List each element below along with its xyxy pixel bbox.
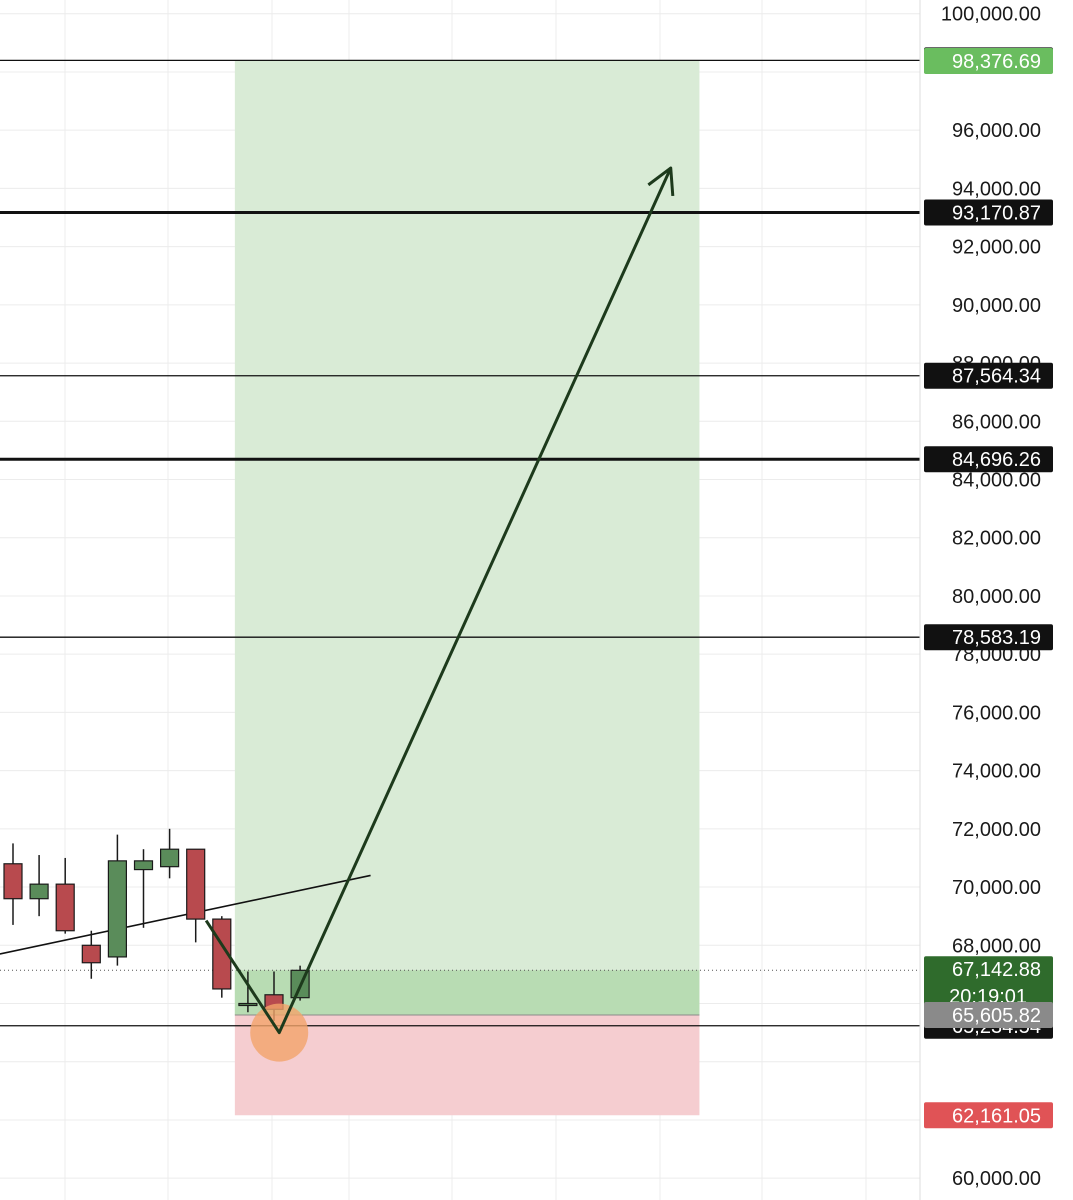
price-axis-tick-label: 84,000.00 <box>952 470 1041 492</box>
price-tags: 98,396.8793,170.8787,564.3484,696.2678,5… <box>924 47 1053 1129</box>
bull-candle <box>160 848 180 868</box>
long-position-zones[interactable] <box>234 60 700 1116</box>
arrow-head <box>647 166 675 197</box>
level-price-tag-text: 87,564.34 <box>952 366 1041 388</box>
stop-price-tag-text: 62,161.05 <box>952 1105 1041 1127</box>
level-price-tag-text: 78,583.19 <box>952 627 1041 649</box>
price-axis-tick-label: 60,000.00 <box>952 1168 1041 1190</box>
target-price-tag <box>924 47 1053 74</box>
level-price-tag <box>924 362 1053 389</box>
level-price-tag-text: 84,696.26 <box>952 449 1041 471</box>
entry-price-tag <box>924 1001 1053 1028</box>
price-axis-tick-label: 74,000.00 <box>952 761 1041 783</box>
entry-price-tag-text: 65,605.82 <box>952 1005 1041 1027</box>
bear-candle <box>81 944 101 964</box>
ascending-trendline[interactable] <box>0 874 371 955</box>
last-price-tag-text: 67,142.88 <box>952 959 1041 981</box>
price-axis-tick-label: 68,000.00 <box>952 935 1041 957</box>
bear-candle <box>186 848 206 920</box>
bear-candle <box>55 883 75 932</box>
loss-zone[interactable] <box>234 1014 700 1116</box>
level-price-tag <box>924 624 1053 651</box>
bear-candle <box>3 863 23 900</box>
horizontal-levels[interactable] <box>0 59 920 1027</box>
price-axis-tick-label: 80,000.00 <box>952 586 1041 608</box>
price-axis-tick-label: 86,000.00 <box>952 411 1041 433</box>
last-price-tag <box>924 956 1053 1013</box>
level-price-tag <box>924 199 1053 226</box>
price-axis-tick-label: 90,000.00 <box>952 295 1041 317</box>
projection-arrow[interactable] <box>204 166 675 1035</box>
price-axis-tick-label: 82,000.00 <box>952 528 1041 550</box>
price-axis-tick-label: 100,000.00 <box>941 4 1041 26</box>
price-axis-tick-label: 94,000.00 <box>952 178 1041 200</box>
price-axis-tick-label: 76,000.00 <box>952 702 1041 724</box>
price-axis-tick-label: 96,000.00 <box>952 120 1041 142</box>
bull-candle <box>29 883 49 900</box>
stop-price-tag <box>924 1102 1053 1129</box>
projection-path[interactable] <box>204 167 673 1035</box>
price-axis-tick-label: 72,000.00 <box>952 819 1041 841</box>
level-price-tag-text: 93,170.87 <box>952 203 1041 225</box>
target-price-tag-text: 98,376.69 <box>952 51 1041 73</box>
profit-zone[interactable] <box>234 60 700 1015</box>
bull-candle <box>238 1002 258 1007</box>
trendline[interactable] <box>0 874 371 955</box>
profit-zone-active <box>234 970 700 1015</box>
price-axis-tick-label: 70,000.00 <box>952 877 1041 899</box>
bull-candle <box>133 860 154 871</box>
bull-candle <box>107 860 128 958</box>
level-price-tag <box>924 446 1053 473</box>
price-axis-tick-label: 92,000.00 <box>952 237 1041 259</box>
